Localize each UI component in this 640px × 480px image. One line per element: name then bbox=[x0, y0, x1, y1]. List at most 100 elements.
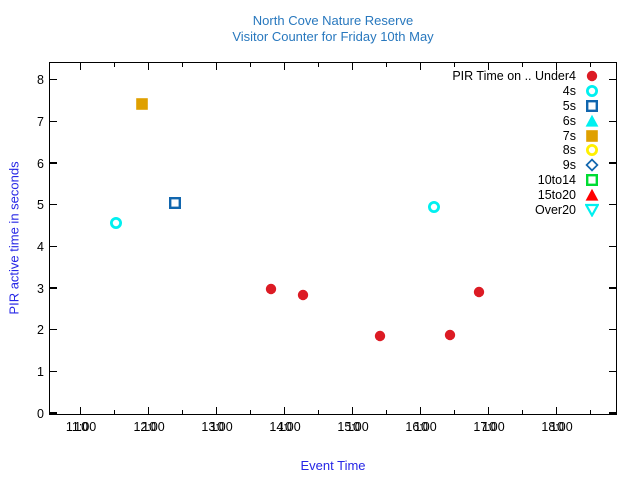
x-tick-date: 10 bbox=[414, 420, 428, 434]
legend: PIR Time on .. Under4 4s 5s 6s 7s 8s 9s 10to14 1… bbox=[452, 69, 599, 217]
y-major-tick bbox=[50, 370, 57, 373]
y-major-tick bbox=[609, 245, 616, 248]
legend-label: PIR Time on .. Under4 bbox=[452, 69, 576, 84]
y-major-tick bbox=[50, 245, 57, 248]
y-major-tick bbox=[50, 412, 57, 414]
x-tick-date: 10 bbox=[550, 420, 564, 434]
x-major-tick bbox=[79, 63, 82, 70]
x-tick-time: 15:00 bbox=[337, 420, 369, 434]
data-point-pir-time-on-under4 bbox=[264, 282, 278, 296]
x-minor-tick bbox=[521, 410, 524, 414]
x-minor-tick bbox=[521, 63, 524, 67]
x-major-tick bbox=[283, 407, 286, 414]
legend-row: 6s bbox=[452, 113, 599, 128]
data-point-pir-time-on-under4 bbox=[296, 288, 310, 302]
x-major-tick bbox=[215, 63, 218, 70]
legend-row: Over20 bbox=[452, 202, 599, 217]
legend-row: 15to20 bbox=[452, 187, 599, 202]
legend-label: 6s bbox=[562, 113, 576, 128]
legend-marker-circle-open bbox=[585, 84, 599, 98]
legend-row: PIR Time on .. Under4 bbox=[452, 69, 599, 84]
legend-marker-diamond-open bbox=[585, 158, 599, 172]
legend-marker-triangle-up-filled bbox=[585, 188, 599, 202]
x-tick-time: 12:00 bbox=[133, 420, 165, 434]
y-tick-label: 3 bbox=[37, 281, 44, 296]
data-point-pir-time-on-under4 bbox=[373, 329, 387, 343]
legend-row: 10to14 bbox=[452, 173, 599, 188]
x-minor-tick bbox=[589, 410, 592, 414]
y-major-tick bbox=[609, 203, 616, 206]
data-point-4s bbox=[427, 200, 441, 214]
y-tick-label: 4 bbox=[37, 239, 44, 254]
x-minor-tick bbox=[181, 410, 184, 414]
legend-row: 5s bbox=[452, 99, 599, 114]
legend-marker-circle-filled bbox=[585, 69, 599, 83]
x-tick-date: 10 bbox=[142, 420, 157, 434]
x-minor-tick bbox=[385, 63, 388, 67]
x-tick-time: 16:00 bbox=[405, 420, 437, 434]
y-tick-label: 7 bbox=[37, 114, 44, 129]
x-minor-tick bbox=[181, 63, 184, 67]
x-minor-tick bbox=[385, 410, 388, 414]
y-major-tick bbox=[609, 412, 616, 414]
x-major-tick bbox=[215, 407, 218, 414]
chart-title-line1: North Cove Nature Reserve bbox=[252, 13, 414, 28]
y-major-tick bbox=[609, 287, 616, 289]
legend-marker-square-open bbox=[585, 173, 599, 187]
y-major-tick bbox=[609, 162, 616, 164]
x-minor-tick bbox=[113, 410, 116, 414]
plot-inner bbox=[50, 63, 616, 414]
y-major-tick bbox=[50, 162, 57, 164]
x-minor-tick bbox=[589, 63, 592, 67]
legend-row: 7s bbox=[452, 128, 599, 143]
data-point-7s bbox=[135, 97, 149, 111]
legend-label: 8s bbox=[562, 143, 576, 158]
x-major-tick bbox=[555, 407, 558, 414]
x-minor-tick bbox=[317, 63, 320, 67]
chart-title-line2: Visitor Counter for Friday 10th May bbox=[232, 29, 434, 44]
x-major-tick bbox=[283, 63, 286, 70]
x-major-tick bbox=[147, 407, 150, 414]
x-tick-time: 13:00 bbox=[201, 420, 233, 434]
y-tick-label: 0 bbox=[37, 406, 44, 421]
y-major-tick bbox=[609, 78, 616, 81]
legend-row: 8s bbox=[452, 143, 599, 158]
legend-marker-square-filled bbox=[585, 129, 599, 143]
legend-row: 4s bbox=[452, 84, 599, 99]
x-minor-tick bbox=[249, 63, 252, 67]
x-tick-date: 10 bbox=[278, 420, 293, 434]
y-major-tick bbox=[609, 370, 616, 373]
legend-marker-circle-open bbox=[585, 143, 599, 157]
x-minor-tick bbox=[453, 63, 456, 67]
x-major-tick bbox=[487, 63, 490, 70]
x-major-tick bbox=[351, 63, 354, 70]
y-tick-label: 8 bbox=[37, 73, 44, 88]
data-point-5s bbox=[168, 196, 182, 210]
legend-marker-triangle-down-open bbox=[585, 203, 599, 217]
y-major-tick bbox=[609, 328, 616, 331]
x-minor-tick bbox=[453, 410, 456, 414]
x-major-tick bbox=[79, 407, 82, 414]
legend-label: 15to20 bbox=[537, 187, 576, 202]
x-major-tick bbox=[351, 407, 354, 414]
y-tick-label: 1 bbox=[37, 364, 44, 379]
x-minor-tick bbox=[317, 410, 320, 414]
y-major-tick bbox=[50, 78, 57, 81]
x-tick-time: 11:00 bbox=[65, 420, 97, 434]
x-tick-date: 10 bbox=[210, 420, 225, 434]
legend-row: 9s bbox=[452, 158, 599, 173]
x-major-tick bbox=[419, 63, 422, 70]
x-tick-time: 18:00 bbox=[541, 420, 573, 434]
y-tick-label: 5 bbox=[37, 198, 44, 213]
y-major-tick bbox=[50, 287, 57, 289]
x-tick-date: 10 bbox=[482, 420, 496, 434]
x-tick-time: 14:00 bbox=[269, 420, 301, 434]
legend-label: 10to14 bbox=[537, 172, 576, 187]
plot-area: PIR Time on .. Under4 4s 5s 6s 7s 8s 9s 10to14 1… bbox=[49, 62, 617, 415]
y-major-tick bbox=[50, 120, 57, 123]
x-tick-date: 10 bbox=[74, 420, 89, 434]
data-point-pir-time-on-under4 bbox=[443, 328, 457, 342]
y-tick-label: 2 bbox=[37, 323, 44, 338]
x-major-tick bbox=[147, 63, 150, 70]
